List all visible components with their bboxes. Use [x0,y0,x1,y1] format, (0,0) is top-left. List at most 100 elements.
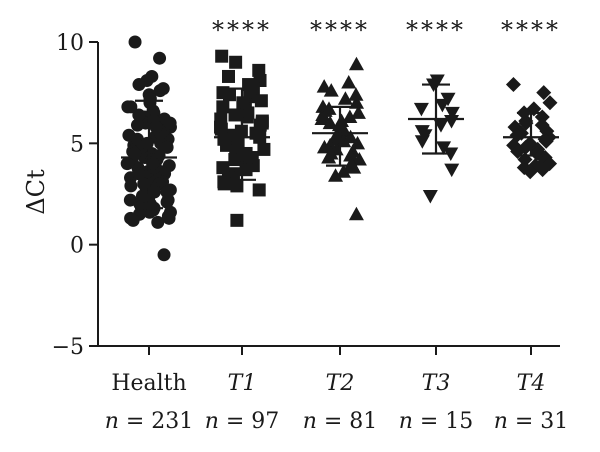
data-point-t1 [257,142,271,156]
significance-marker: **** [501,16,561,44]
data-point-t4 [505,77,521,93]
data-point-t3 [414,135,430,149]
data-point-t2 [351,152,367,166]
data-point-health [153,84,167,98]
data-point-health [132,108,146,122]
data-point-health [120,157,134,171]
data-point-t2 [321,101,337,115]
y-axis-label: ΔCt [22,169,50,215]
data-point-t2 [328,168,344,182]
data-point-health [140,136,154,150]
data-point-health [163,116,177,130]
data-point-t1 [216,161,230,175]
data-point-health [163,205,177,219]
data-point-health [132,78,146,92]
data-point-t1 [217,177,231,191]
data-point-health [160,140,174,154]
data-point-health [147,185,161,199]
data-point-health [151,215,165,229]
data-point-t3 [413,102,429,117]
significance-marker: **** [212,16,272,44]
data-point-t4 [522,164,538,180]
data-point-t1 [216,100,230,114]
data-point-t4 [535,162,551,178]
significance-marker: **** [406,16,466,44]
data-point-t2 [314,111,330,126]
data-point-t1 [252,63,266,77]
data-point-t2 [343,129,359,144]
data-point-t2 [337,91,353,105]
data-point-t1 [215,49,229,63]
data-point-health [138,189,152,203]
category-label: T4 [517,371,546,396]
data-point-t2 [348,206,364,221]
y-tick-label: 10 [56,31,84,56]
data-point-t2 [348,87,364,101]
data-point-t2 [322,115,338,130]
data-point-health [132,167,146,181]
data-point-health [124,100,138,114]
data-point-t2 [323,145,339,160]
category-label: T1 [228,371,257,396]
data-point-t1 [229,55,243,69]
data-point-health [143,92,157,106]
data-point-health [124,179,138,193]
data-point-t1 [228,108,242,122]
data-point-t1 [222,88,236,102]
data-point-t2 [343,147,359,162]
data-point-t2 [348,56,364,71]
sample-size-label: n = 15 [399,409,474,434]
data-point-health [161,193,175,207]
data-point-t1 [230,179,244,193]
category-label: T3 [422,371,451,396]
data-point-t3 [433,119,449,133]
data-point-t1 [230,213,244,227]
data-point-t3 [422,190,438,204]
data-point-t4 [534,117,550,133]
data-point-t2 [350,105,366,119]
data-point-t2 [322,137,338,152]
data-point-t4 [536,85,552,101]
data-point-t3 [436,141,452,155]
data-point-t4 [542,95,558,111]
y-tick-label: −5 [52,335,84,360]
data-point-health [130,132,144,146]
x-axis [98,345,560,355]
data-point-health [137,177,151,191]
data-point-health [130,118,144,132]
data-point-health [124,211,138,225]
category-label: Health [111,371,186,396]
data-point-health [128,35,142,49]
category-label: T2 [326,371,355,396]
data-point-t1 [254,94,268,108]
data-point-t1 [252,183,266,197]
data-point-t2 [334,113,350,128]
data-point-t3 [434,98,450,113]
y-axis: −5 0 5 10 [52,31,99,360]
sample-size-label: n = 31 [494,409,569,434]
significance-marker: **** [310,16,370,44]
data-point-t4 [518,115,534,131]
data-point-t2 [349,95,365,109]
data-point-t3 [443,147,459,161]
sample-size-label: n = 81 [303,409,378,434]
mean-sd-bars [121,83,559,210]
data-points [120,35,558,262]
category-labels: Health n = 231 T1 n = 97 T2 n = 81 T3 n = 15 T4 n… [105,371,569,434]
data-point-t1 [217,132,231,146]
data-point-health [153,51,167,65]
significance-markers: **** **** **** **** [212,16,561,44]
data-point-t3 [444,163,460,178]
data-point-t2 [323,83,339,97]
data-point-t2 [341,75,357,89]
sample-size-label: n = 231 [105,409,194,434]
data-point-t3 [444,106,460,121]
data-point-t2 [336,164,352,178]
data-point-t1 [236,148,250,162]
data-point-health [149,120,163,134]
data-point-t1 [214,112,228,126]
y-tick-label: 0 [70,234,84,259]
sample-size-label: n = 97 [205,409,280,434]
y-tick-label: 5 [70,132,84,157]
